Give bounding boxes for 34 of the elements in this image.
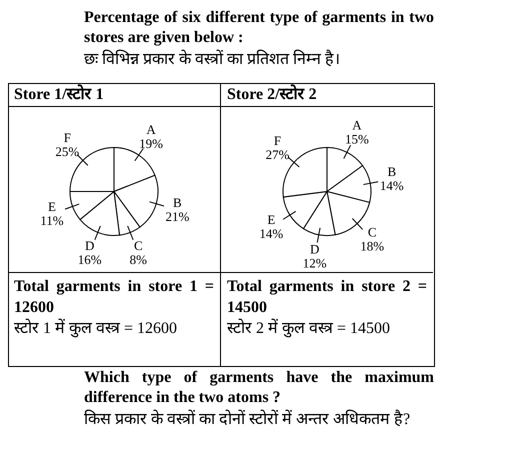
data-label: 14% xyxy=(259,226,284,241)
data-label: 18% xyxy=(360,238,384,254)
text: Percentage of six different type of garments in two stores are given below : xyxy=(84,8,434,48)
data-label: 25% xyxy=(55,144,80,159)
data-label: 8% xyxy=(130,252,148,267)
slice-label: B xyxy=(173,194,182,210)
slice-label: C xyxy=(134,238,143,253)
slice-label: C xyxy=(368,224,377,240)
text: छः विभिन्न प्रकार के वस्त्रों का प्रतिशत निम्न है। xyxy=(84,50,341,70)
slice-label: E xyxy=(267,212,276,227)
data-label: 16% xyxy=(78,252,102,267)
data-label: 27% xyxy=(266,146,290,162)
slice-label: B xyxy=(387,164,396,180)
text: Total garments in store 1 = 12600 xyxy=(14,277,214,318)
text: Total garments in store 2 = 14500 xyxy=(227,277,427,318)
chart-title: Store 1/स्टोर 1 xyxy=(8,84,220,107)
data-label: 11% xyxy=(40,212,64,228)
data-label: 15% xyxy=(345,132,370,147)
data-label: 14% xyxy=(380,178,404,194)
slice-label: D xyxy=(310,241,320,256)
slice-label: A xyxy=(352,118,362,133)
data-label: 21% xyxy=(165,208,190,224)
slice-label: D xyxy=(85,238,94,253)
data-label: 19% xyxy=(139,136,164,151)
text: Which type of garments have the maximum difference in the two atoms ? xyxy=(84,368,434,408)
text: स्टोर 2 में कुल वस्त्र = 14500 xyxy=(227,318,392,339)
chart-title: Store 2/स्टोर 2 xyxy=(221,84,433,107)
slice-label: E xyxy=(48,198,56,214)
text: स्टोर 1 में कुल वस्त्र = 12600 xyxy=(14,318,178,339)
slice-label: F xyxy=(274,132,282,148)
data-label: 12% xyxy=(302,255,327,270)
slice-label: F xyxy=(64,130,71,145)
slice-label: A xyxy=(146,122,156,137)
text: किस प्रकार के वस्त्रों का दोनों स्टोरों में अन्तर अधिकतम है? xyxy=(84,410,412,430)
